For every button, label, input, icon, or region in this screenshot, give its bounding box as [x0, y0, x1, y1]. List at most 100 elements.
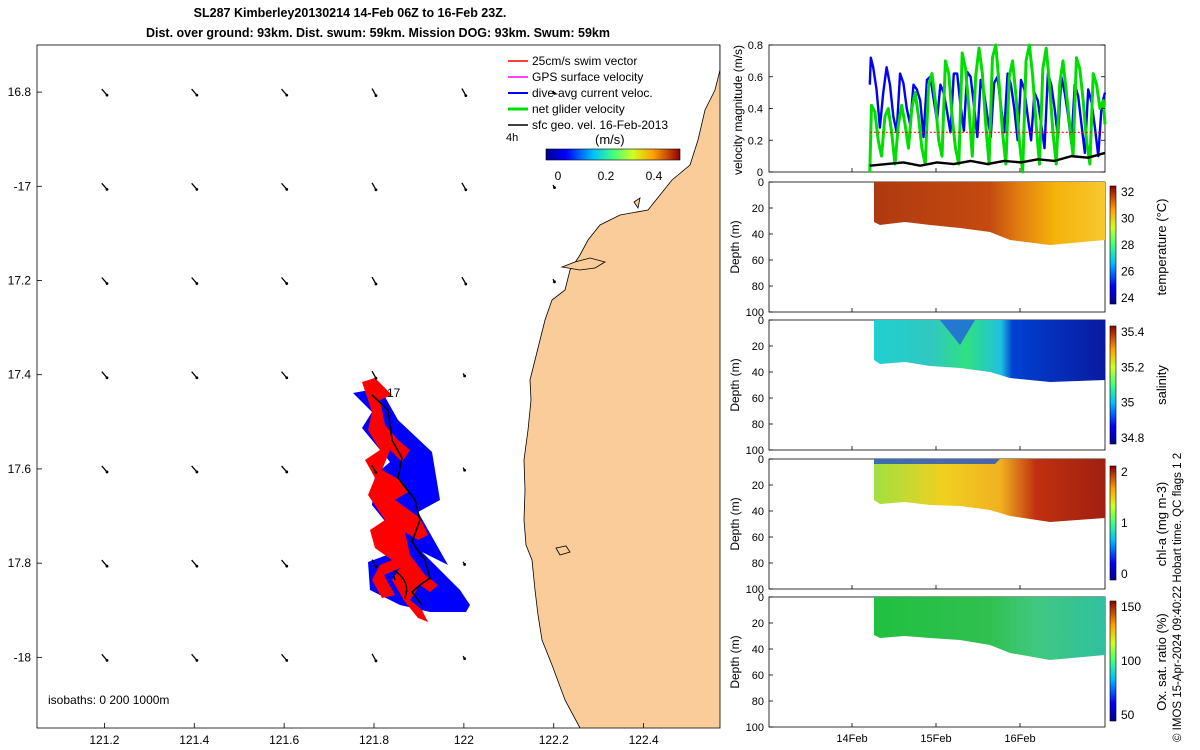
geo-arrow-head [374, 94, 378, 97]
credit-footer: © IMOS 15-Apr-2024 09:40:22 Hobart time.… [1172, 452, 1184, 742]
temperature-colorbar [1109, 185, 1117, 305]
colorbar-tick-1: 0.2 [598, 169, 615, 183]
salinity-colorbar [1109, 325, 1117, 445]
depth-tick-label: 100 [746, 445, 764, 457]
depth-axis-label: Depth (m) [728, 358, 742, 411]
velocity-series-sfc [869, 151, 1106, 167]
geo-arrow-head [105, 93, 109, 97]
map-y-axis: 16.8 -17 17.2 17.4 17.6 17.8 -18 [8, 85, 42, 664]
swim-vector-swath [362, 378, 438, 622]
depth-tick-label: 20 [752, 618, 764, 630]
geo-arrow-head [105, 282, 109, 285]
geo-arrow-head [463, 563, 467, 566]
colorbar-tick-label: 2 [1121, 465, 1128, 479]
map-panel: 17 121.2 121.4 121.6 121.8 122 122.2 122.4 16.… [8, 44, 721, 747]
depth-tick-label: 20 [752, 203, 764, 215]
map-x-tick-label: 122.4 [629, 733, 659, 747]
colorbar-axis-label: salinity [1154, 365, 1169, 405]
map-x-tick-label: 122 [454, 733, 474, 747]
colorbar-tick-label: 100 [1121, 654, 1141, 668]
geo-arrow-head [195, 376, 199, 380]
islet [555, 545, 571, 556]
depth-tick-label: 40 [752, 506, 764, 518]
geo-arrow-head [195, 93, 199, 97]
colorbar-label: (m/s) [595, 132, 625, 147]
depth-tick-label: 40 [752, 367, 764, 379]
depth-tick-label: 0 [758, 177, 764, 189]
depth-tick-label: 60 [752, 670, 764, 682]
depth-tick-label: 60 [752, 393, 764, 405]
depth-tick-label: 0 [758, 315, 764, 327]
depth-axis-label: Depth (m) [728, 220, 742, 273]
map-y-tick-label: -17 [14, 179, 32, 193]
temperature-panel [768, 181, 1117, 313]
velocity-y-tick-label: 0.8 [748, 40, 763, 52]
legend-gps: GPS surface velocity [532, 70, 643, 84]
depth-axis-label: Depth (m) [728, 497, 742, 550]
map-colorbar [545, 148, 681, 161]
map-y-tick-label: 16.8 [8, 85, 32, 99]
geo-arrow-head [195, 564, 199, 568]
geo-arrow-head [105, 564, 109, 568]
colorbar-tick-0: 0 [555, 169, 562, 183]
colorbar-tick-label: 28 [1121, 238, 1135, 252]
depth-tick-label: 100 [746, 722, 764, 734]
chart-subtitle: Dist. over ground: 93km. Dist. swum: 59k… [145, 26, 610, 40]
map-x-tick-label: 121.4 [179, 733, 209, 747]
depth-tick-label: 60 [752, 255, 764, 267]
velocity-series [868, 43, 1107, 174]
depth-tick-label: 80 [752, 558, 764, 570]
depth-tick-label: 20 [752, 480, 764, 492]
colorbar-tick-label: 35 [1121, 396, 1135, 410]
salinity-field [874, 320, 1105, 382]
geo-arrow-head [464, 282, 468, 286]
depth-tick-label: 80 [752, 696, 764, 708]
map-y-tick-label: -18 [14, 650, 32, 664]
colorbar-tick-label: 50 [1121, 708, 1135, 722]
velocity-y-tick-label: 0.4 [748, 104, 763, 116]
colorbar-axis-label: temperature (°C) [1154, 199, 1169, 296]
time-tick-label: 15Feb [920, 733, 951, 745]
chlorophyll-colorbar [1109, 465, 1117, 581]
geo-arrow-head [285, 564, 289, 568]
map-x-axis: 121.2 121.4 121.6 121.8 122 122.2 122.4 [89, 723, 659, 747]
salinity-feature [940, 320, 975, 345]
chlorophyll-panel [768, 458, 1117, 590]
geostrophic-arrows [101, 88, 556, 663]
time-tick-label: 14Feb [836, 733, 867, 745]
colorbar-tick-label: 150 [1121, 600, 1141, 614]
depth-tick-label: 40 [752, 644, 764, 656]
colorbar-tick-label: 34.8 [1121, 431, 1145, 445]
track-label: 17 [387, 386, 401, 400]
velocity-panel: 0 0.2 0.4 0.6 0.8 velocity magnitude (m/s) [731, 40, 1107, 179]
legend-swim: 25cm/s swim vector [532, 54, 637, 68]
colorbar-tick-label: 0 [1121, 567, 1128, 581]
colorbar-tick-label: 35.2 [1121, 360, 1145, 374]
colorbar-axis-label: Ox. sat. ratio (%) [1154, 613, 1169, 711]
geo-arrow-head [553, 186, 556, 190]
legend-dive: dive-avg current veloc. [532, 86, 653, 100]
depth-tick-label: 100 [746, 584, 764, 596]
geo-arrow-head [285, 376, 289, 380]
colorbar-tick-label: 30 [1121, 212, 1135, 226]
depth-tick-label: 80 [752, 281, 764, 293]
chlorophyll-surface [874, 459, 1000, 464]
geo-arrow-head [195, 282, 199, 285]
velocity-y-tick-label: 0.6 [748, 72, 763, 84]
map-legend: 25cm/s swim vector GPS surface velocity … [506, 54, 681, 183]
temperature-field [874, 182, 1105, 245]
colorbar-tick-label: 26 [1121, 265, 1135, 279]
geo-arrow-head [374, 376, 378, 380]
colorbar-tick-2: 0.4 [646, 169, 663, 183]
geo-arrow-head [195, 658, 199, 662]
depth-tick-label: 40 [752, 229, 764, 241]
chart-title: SL287 Kimberley20130214 14-Feb 06Z to 16… [193, 6, 507, 20]
velocity-y-axis: 0 0.2 0.4 0.6 0.8 [748, 40, 1105, 179]
geo-arrow-head [285, 658, 289, 662]
geo-arrow-head [105, 187, 109, 191]
time-tick-label: 16Feb [1004, 733, 1035, 745]
colorbar-tick-label: 1 [1121, 516, 1128, 530]
